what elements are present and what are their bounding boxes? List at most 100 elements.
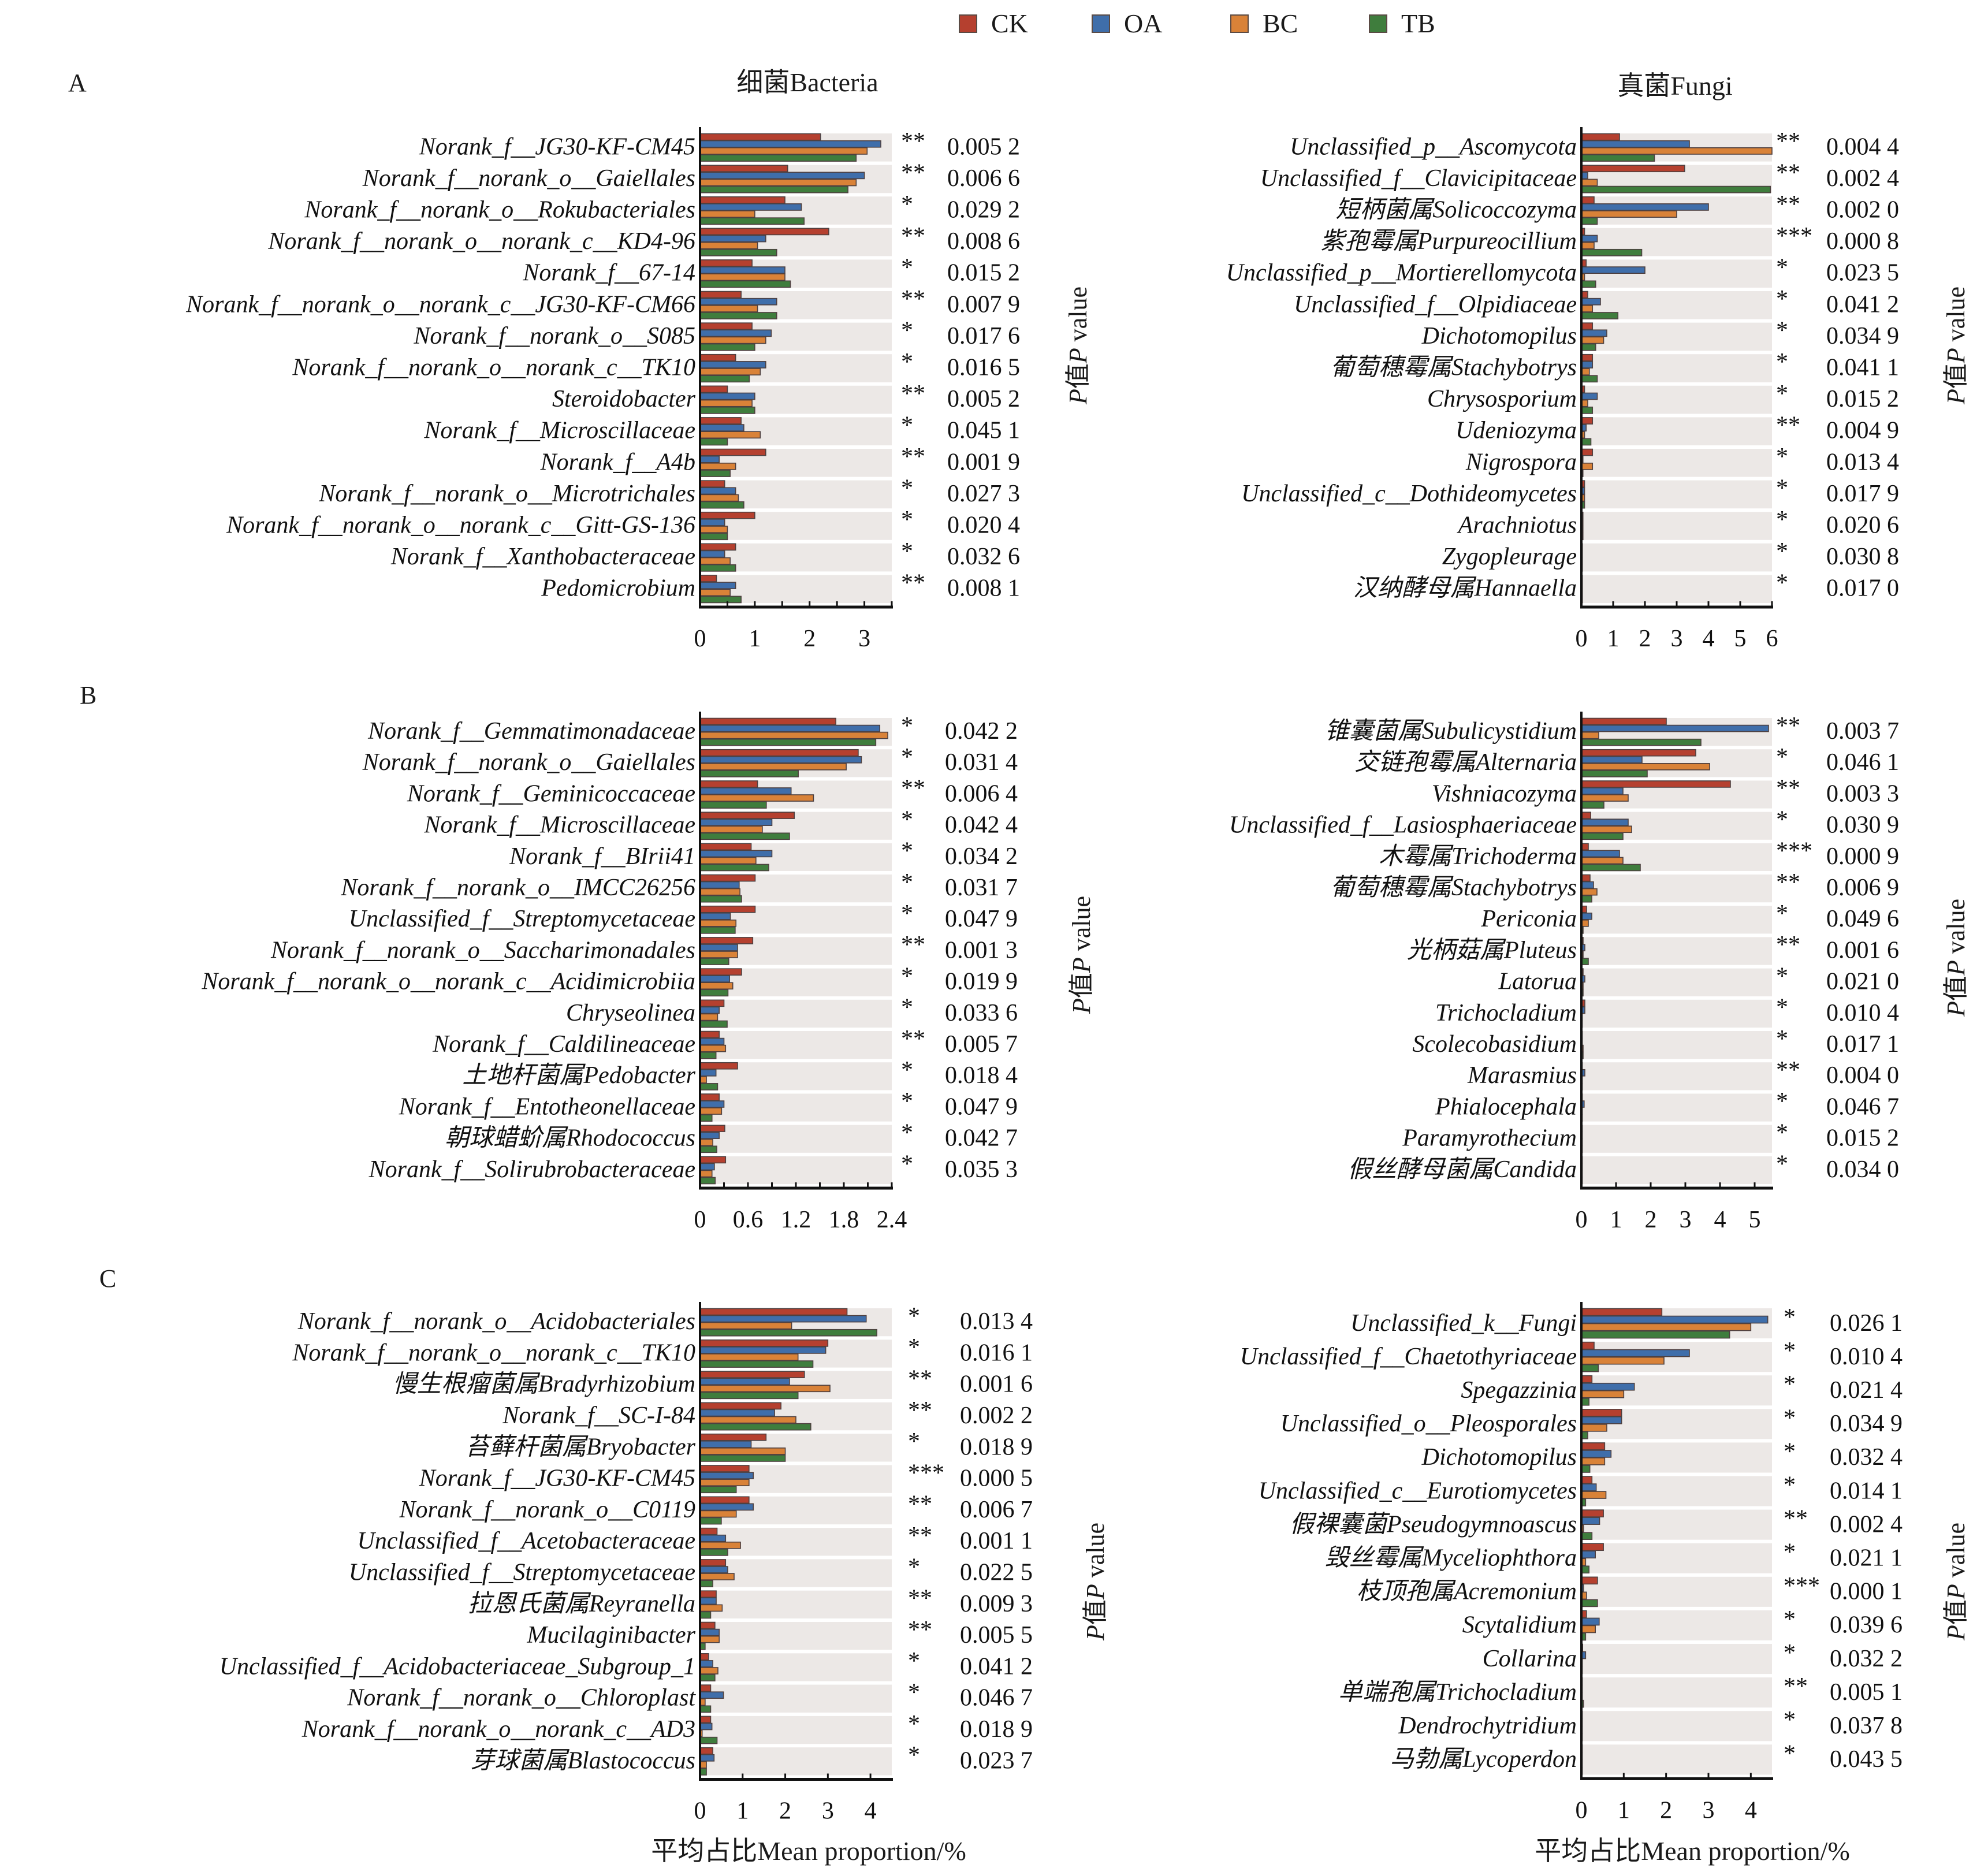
category-label: Norank_f__norank_o__C0119: [399, 1497, 695, 1523]
significance-mark: *: [1776, 963, 1788, 989]
p-value: 0.000 1: [1830, 1579, 1903, 1605]
category-label: Norank_f__norank_o__norank_c__Gitt-GS-13…: [226, 512, 695, 539]
x-tick-label: 0: [694, 1798, 706, 1825]
bar-oa: [1581, 1416, 1622, 1424]
bar-ck: [1581, 1509, 1604, 1517]
category-label: 汉纳酵母属Hannaella: [1353, 575, 1577, 602]
bar-oa: [1581, 1349, 1690, 1357]
p-value: 0.019 9: [945, 969, 1018, 995]
significance-mark: **: [901, 128, 925, 155]
legend-label: CK: [991, 9, 1028, 38]
bar-ck: [1581, 1442, 1606, 1450]
significance-mark: *: [1776, 900, 1788, 927]
significance-mark: **: [908, 1617, 932, 1643]
category-label: 葡萄穗霉属Stachybotrys: [1330, 875, 1577, 901]
category-label: Steroidobacter: [552, 386, 696, 412]
significance-mark: *: [908, 1554, 920, 1580]
significance-mark: **: [908, 1586, 932, 1612]
significance-mark: **: [908, 1523, 932, 1549]
category-label: 葡萄穗霉属Stachybotrys: [1330, 355, 1577, 381]
x-tick-label: 5: [1734, 626, 1747, 652]
p-value: 0.000 9: [1826, 843, 1899, 870]
p-value: 0.047 9: [945, 906, 1018, 932]
x-tick-label: 0: [694, 1207, 706, 1233]
category-label: Collarina: [1483, 1646, 1577, 1672]
row-band: [1581, 1543, 1772, 1573]
category-label: 假裸囊菌Pseudogymnoascus: [1290, 1511, 1577, 1538]
p-value: 0.018 9: [960, 1716, 1033, 1743]
p-value: 0.043 5: [1830, 1746, 1903, 1773]
significance-mark: *: [901, 995, 913, 1021]
x-tick-label: 2: [1660, 1797, 1672, 1824]
significance-mark: *: [901, 475, 913, 502]
significance-mark: *: [1776, 806, 1788, 833]
bar-ck: [1581, 1543, 1604, 1551]
bar-tb: [1581, 1465, 1591, 1473]
significance-mark: **: [1776, 128, 1800, 155]
p-value: 0.027 3: [947, 481, 1020, 507]
p-value: 0.020 4: [947, 512, 1020, 539]
category-label: Spegazzinia: [1461, 1377, 1577, 1404]
category-label: 短柄菌属Solicoccozyma: [1335, 197, 1577, 224]
x-tick-label: 2: [803, 626, 816, 652]
x-tick-label: 2.4: [877, 1207, 907, 1233]
category-label: Unclassified_o__Pleosporales: [1280, 1411, 1577, 1437]
category-label: Norank_f__norank_o__Chloroplast: [347, 1685, 696, 1711]
x-tick-label: 1.8: [829, 1207, 859, 1233]
p-value: 0.042 4: [945, 812, 1018, 839]
significance-mark: *: [908, 1334, 920, 1361]
p-value: 0.002 2: [960, 1402, 1033, 1429]
category-label: Norank_f__norank_o__norank_c__TK10: [292, 355, 695, 381]
row-band: [1581, 906, 1772, 934]
significance-mark: **: [901, 932, 925, 958]
bar-bc: [1581, 1625, 1596, 1633]
category-label: Unclassified_p__Mortierellomycota: [1226, 260, 1577, 286]
category-label: Nigrospora: [1465, 449, 1577, 475]
significance-mark: *: [1784, 1304, 1796, 1331]
x-tick-label: 4: [1703, 626, 1715, 652]
p-value: 0.046 7: [1826, 1093, 1899, 1120]
category-label: Zygopleurage: [1442, 544, 1577, 570]
category-label: Norank_f__BIrii41: [509, 843, 695, 870]
significance-mark: *: [1776, 349, 1788, 375]
category-label: 锥囊菌属Subulicystidium: [1325, 718, 1577, 745]
significance-mark: *: [908, 1303, 920, 1330]
p-value: 0.037 8: [1830, 1713, 1903, 1739]
significance-mark: *: [901, 713, 913, 739]
significance-mark: *: [901, 318, 913, 344]
row-band: [1581, 417, 1772, 445]
category-label: Norank_f__norank_o__Acidobacteriales: [297, 1308, 695, 1335]
p-italic: P: [1942, 1584, 1970, 1600]
significance-mark: **: [901, 570, 925, 596]
p-value: 0.008 1: [947, 575, 1020, 602]
x-tick-label: 6: [1766, 626, 1778, 652]
category-label: 假丝酵母菌属Candida: [1347, 1156, 1577, 1183]
p-value: 0.020 6: [1826, 512, 1899, 539]
row-band: [1581, 449, 1772, 477]
significance-mark: *: [1784, 1539, 1796, 1566]
x-tick-label: 1: [1610, 1207, 1622, 1233]
significance-mark: *: [1776, 475, 1788, 502]
p-value: 0.008 6: [947, 228, 1020, 255]
p-value: 0.029 2: [947, 197, 1020, 224]
category-label: Arachniotus: [1457, 512, 1577, 539]
p-value: 0.000 8: [1826, 228, 1899, 255]
p-value: 0.006 9: [1826, 875, 1899, 901]
row-band: [700, 1716, 892, 1744]
significance-mark: **: [901, 381, 925, 407]
p-value: 0.017 0: [1826, 575, 1899, 602]
significance-mark: *: [908, 1679, 920, 1706]
panel-letter-a: A: [68, 69, 87, 97]
category-label: Dichotomopilus: [1421, 323, 1577, 349]
p-value: 0.041 2: [1826, 291, 1899, 318]
category-label: Norank_f__norank_o__Gaiellales: [362, 749, 695, 776]
p-value: 0.031 7: [945, 875, 1018, 901]
category-label: Norank_f__Geminicoccaceae: [407, 780, 695, 807]
p-value: 0.007 9: [947, 291, 1020, 318]
significance-mark: *: [1784, 1438, 1796, 1465]
p-value: 0.021 1: [1830, 1545, 1903, 1572]
significance-mark: **: [908, 1491, 932, 1518]
bar-tb: [1581, 1532, 1593, 1540]
x-tick-label: 0.6: [733, 1207, 764, 1233]
category-label: 土地杆菌属Pedobacter: [462, 1062, 695, 1089]
